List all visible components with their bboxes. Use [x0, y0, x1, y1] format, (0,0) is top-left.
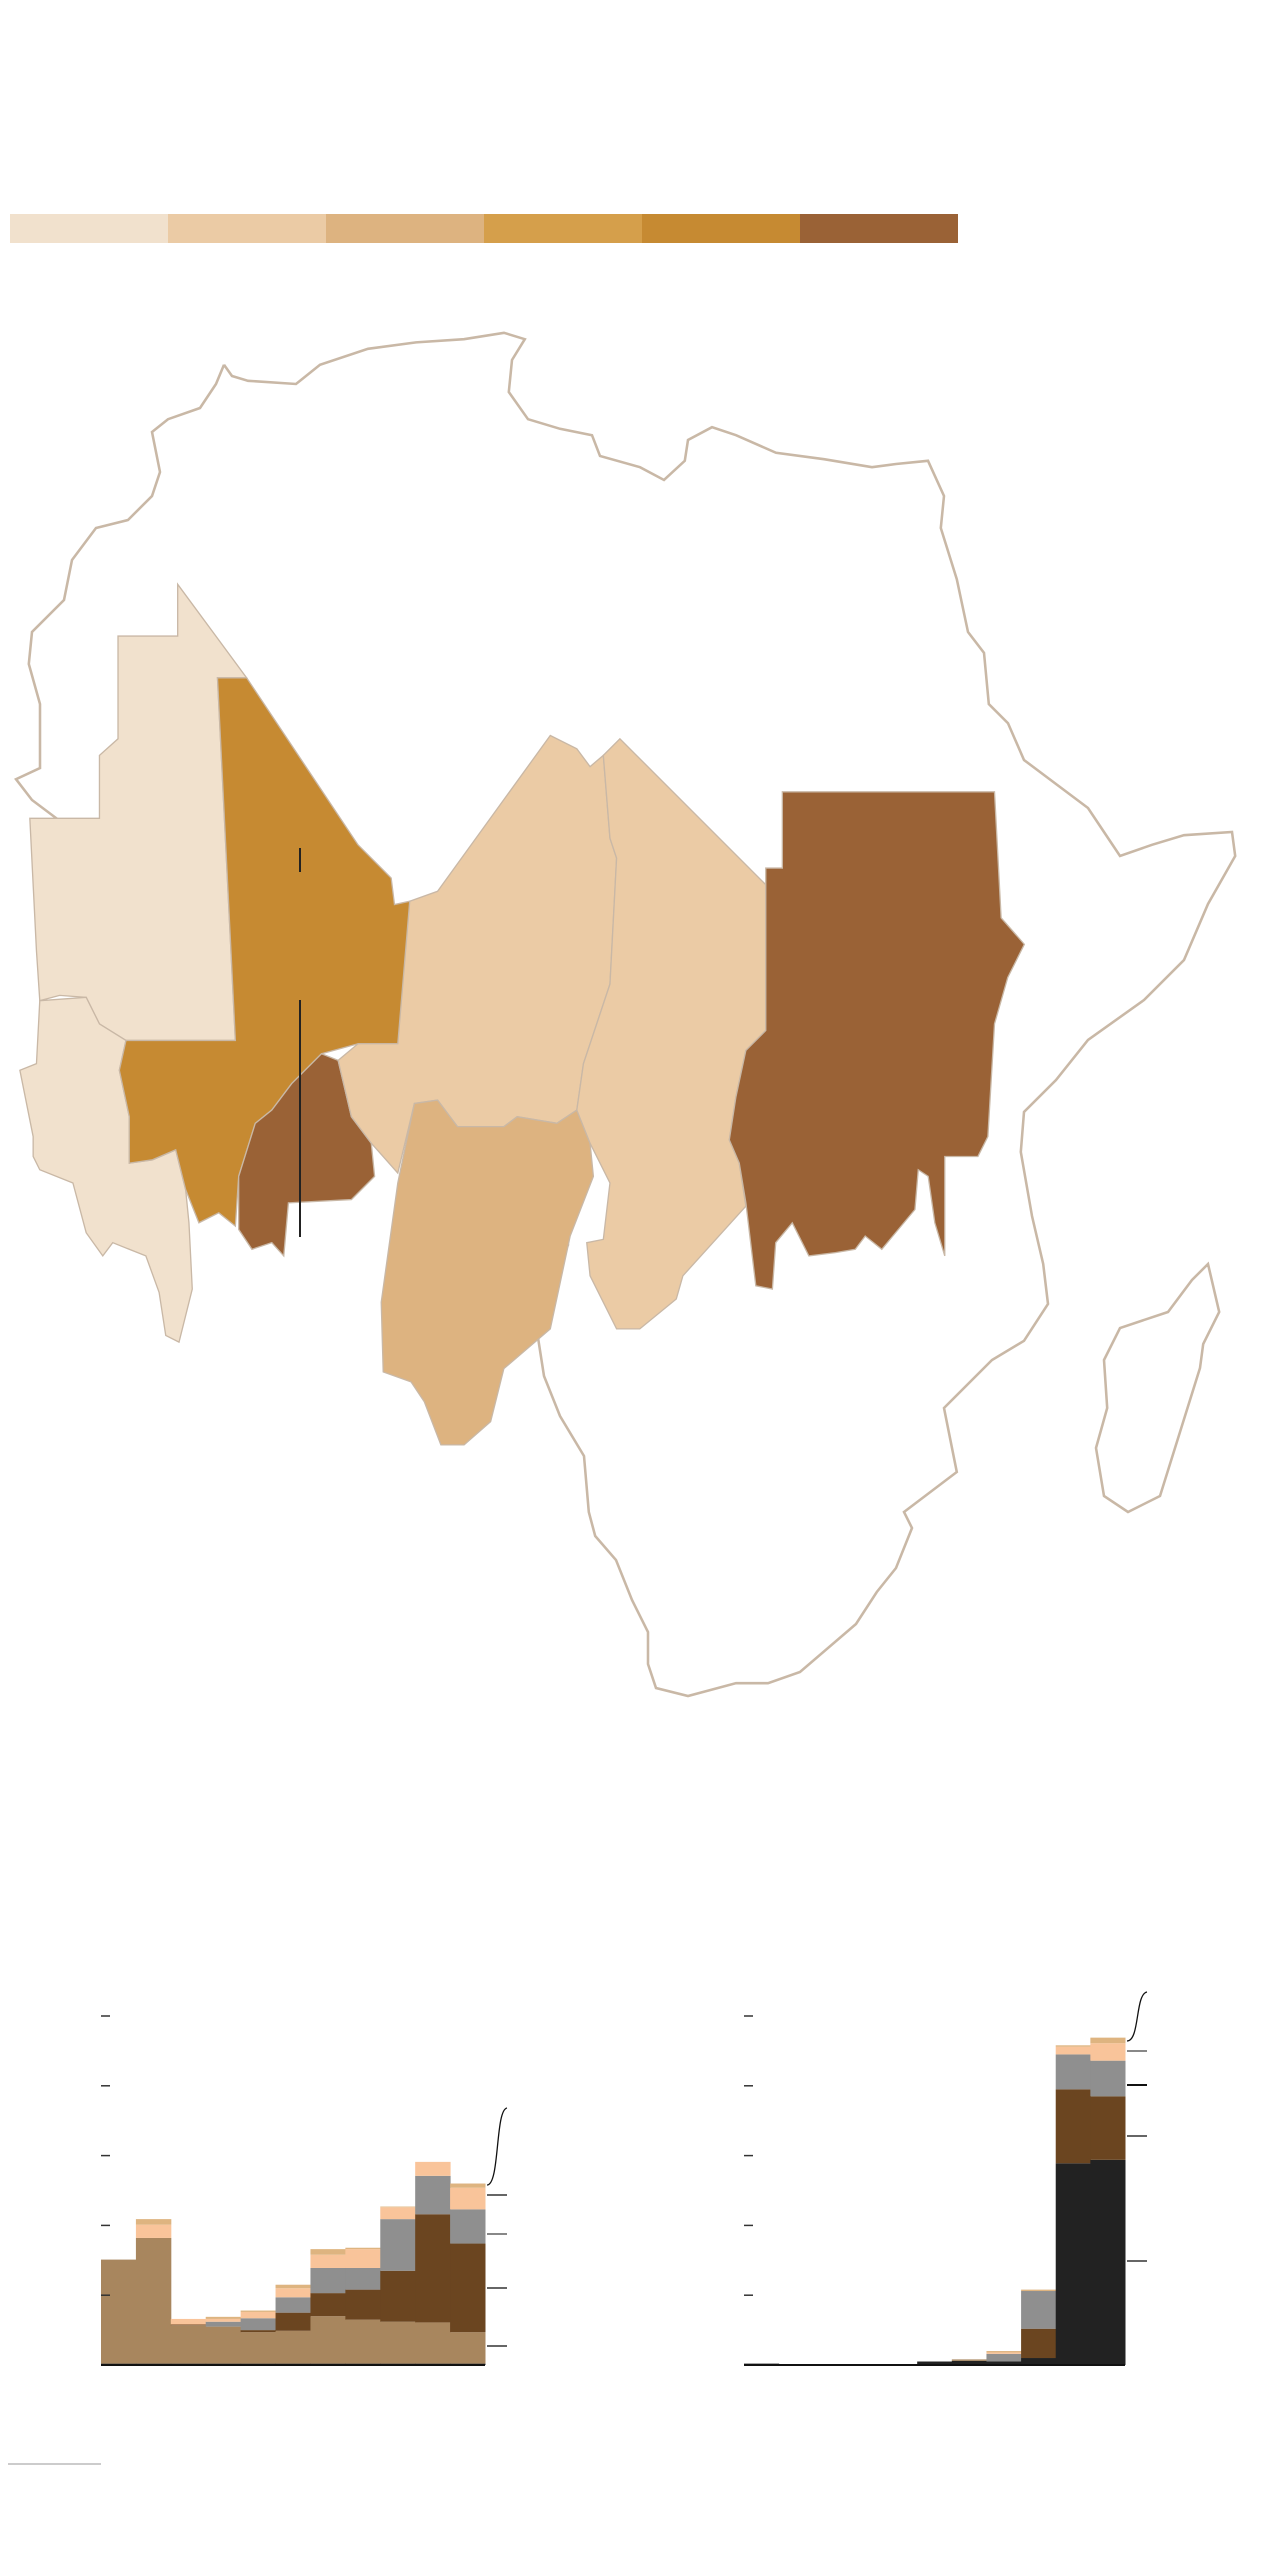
left-stacked-bar-chart	[101, 2015, 486, 2366]
bar-segment	[345, 2247, 381, 2250]
bar-segment	[310, 2316, 346, 2364]
bar-segment	[450, 2209, 486, 2244]
bar-segment	[1021, 2328, 1057, 2359]
bar-segment	[345, 2319, 381, 2364]
legend-swatch-2	[168, 214, 326, 243]
madagascar-outline	[1094, 1261, 1221, 1514]
bar-segment	[345, 2289, 381, 2320]
bar-segment	[450, 2243, 486, 2333]
bar-segment	[1021, 2291, 1057, 2329]
bar-segment	[170, 2318, 207, 2325]
bar-segment	[415, 2214, 451, 2323]
bar-segment	[101, 2259, 137, 2364]
country-nigeria[interactable]	[380, 1099, 595, 1446]
bar-segment	[205, 2316, 242, 2319]
bar-segment	[951, 2359, 987, 2361]
bar-segment	[917, 2361, 953, 2365]
color-scale-legend	[10, 214, 958, 243]
bar-segment	[380, 2219, 416, 2271]
bar-segment	[1090, 2043, 1126, 2061]
bar-segment	[1021, 2289, 1057, 2292]
bar-segment	[1090, 2159, 1126, 2365]
bar-segment	[170, 2325, 207, 2364]
bar-segment	[380, 2206, 416, 2208]
bar-segment	[310, 2254, 346, 2268]
bar-segment	[135, 2224, 172, 2238]
bar-segment	[240, 2310, 277, 2312]
bar-segment	[450, 2187, 486, 2210]
africa-map	[14, 331, 1237, 1698]
bar-segment	[205, 2318, 242, 2322]
bar-segment	[275, 2284, 311, 2289]
bar-segment	[310, 2249, 346, 2255]
bar-segment	[1055, 2046, 1091, 2055]
bar-segment	[450, 2332, 486, 2364]
bar-segment	[951, 2360, 987, 2365]
callout-curve	[1126, 1991, 1148, 2042]
legend-swatch-4	[484, 214, 642, 243]
bar-segment	[1090, 2096, 1126, 2160]
bar-segment	[345, 2267, 381, 2290]
bar-segment	[380, 2321, 416, 2364]
bar-segment	[986, 2352, 1022, 2354]
bar-segment	[1090, 2037, 1126, 2044]
bar-segment	[205, 2321, 242, 2327]
bar-segment	[1055, 2054, 1091, 2090]
bar-segment	[275, 2330, 311, 2364]
bar-segment	[275, 2297, 311, 2313]
bar-segment	[1055, 2163, 1091, 2365]
bar-segment	[986, 2351, 1022, 2353]
bar-segment	[240, 2332, 277, 2364]
bar-segment	[240, 2330, 277, 2333]
country-mauritania[interactable]	[29, 582, 248, 1042]
bar-segment	[240, 2318, 277, 2331]
legend-swatch-5	[642, 214, 800, 243]
legend-swatch-6	[800, 214, 958, 243]
bar-segment	[275, 2312, 311, 2331]
bar-segment	[1021, 2358, 1057, 2365]
bar-segment	[380, 2207, 416, 2220]
right-stacked-bar-chart	[744, 2015, 1126, 2366]
bar-segment	[1055, 2089, 1091, 2164]
bar-segment	[380, 2270, 416, 2322]
bar-segment	[310, 2267, 346, 2294]
bar-segment	[415, 2175, 451, 2215]
bar-segment	[986, 2353, 1022, 2362]
bar-segment	[135, 2237, 172, 2364]
legend-swatch-1	[10, 214, 168, 243]
bar-segment	[1090, 2060, 1126, 2097]
bar-segment	[135, 2219, 172, 2225]
bar-segment	[275, 2288, 311, 2298]
bar-segment	[450, 2183, 486, 2188]
country-sudan[interactable]	[728, 791, 1026, 1290]
bar-segment	[986, 2361, 1022, 2365]
bar-segment	[345, 2249, 381, 2268]
bar-segment	[415, 2322, 451, 2364]
callout-curve	[486, 2107, 508, 2186]
bar-segment	[205, 2326, 242, 2364]
bar-segment	[240, 2311, 277, 2319]
legend-swatch-3	[326, 214, 484, 243]
bar-segment	[170, 2324, 207, 2326]
bar-segment	[1055, 2045, 1091, 2047]
stacked-bar-charts	[8, 1991, 1148, 2465]
bar-segment	[415, 2161, 451, 2176]
bar-segment	[310, 2293, 346, 2317]
